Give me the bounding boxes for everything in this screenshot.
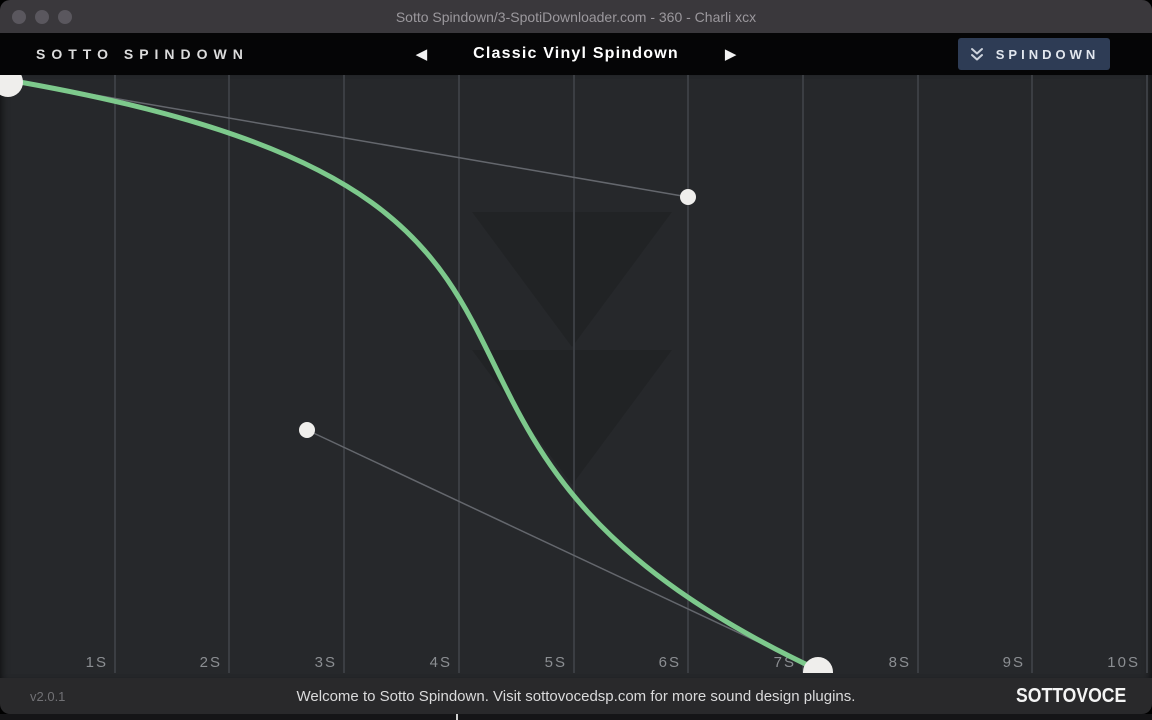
handle-line-end <box>306 429 819 671</box>
spindown-button[interactable]: SPINDOWN <box>958 38 1110 70</box>
spindown-button-label: SPINDOWN <box>995 46 1100 62</box>
x-tick-label: 3S <box>315 654 337 671</box>
handle-line-start <box>7 79 689 198</box>
version-label: v2.0.1 <box>30 688 66 704</box>
welcome-message: Welcome to Sotto Spindown. Visit sottovo… <box>296 687 856 705</box>
zoom-button[interactable] <box>58 9 72 24</box>
x-tick-label: 4S <box>430 654 452 671</box>
x-tick-label: 6S <box>659 654 681 671</box>
next-preset-button[interactable]: ▶ <box>724 45 737 63</box>
plugin-logo: SOTTO SPINDOWN <box>36 46 249 62</box>
bezier-control-point-1[interactable] <box>680 189 696 205</box>
preset-name: Classic Vinyl Spindown <box>473 45 679 62</box>
x-tick-label: 9S <box>1003 654 1025 671</box>
titlebar[interactable]: Sotto Spindown/3-SpotiDownloader.com - 3… <box>0 0 1152 33</box>
bezier-control-point-2[interactable] <box>299 422 315 438</box>
curve-editor[interactable]: 1S 2S 3S 4S 5S 6S 7S 8S 9S 10S <box>0 75 1152 678</box>
footer: v2.0.1 Welcome to Sotto Spindown. Visit … <box>0 678 1152 714</box>
x-tick-label: 8S <box>889 654 911 671</box>
x-tick-label: 2S <box>200 654 222 671</box>
spindown-curve <box>5 77 821 673</box>
window-title: Sotto Spindown/3-SpotiDownloader.com - 3… <box>395 8 757 25</box>
previous-preset-button[interactable]: ◀ <box>415 45 428 63</box>
video-scrub-strip <box>0 714 1152 720</box>
playhead-marker[interactable] <box>456 714 458 720</box>
double-chevron-down-icon <box>970 47 983 60</box>
minimize-button[interactable] <box>35 9 49 24</box>
x-tick-label: 5S <box>545 654 567 671</box>
x-tick-label: 1S <box>86 654 108 671</box>
x-tick-label: 10S <box>1107 654 1140 671</box>
curve-end-handle[interactable] <box>803 657 833 673</box>
curve-start-handle[interactable] <box>0 75 23 97</box>
curve-editor-svg[interactable]: 1S 2S 3S 4S 5S 6S 7S 8S 9S 10S <box>0 75 1152 673</box>
plugin-header: SOTTO SPINDOWN ◀ Classic Vinyl Spindown … <box>0 33 1152 75</box>
sottovoce-logo: SOTTOVOCE <box>1015 684 1126 707</box>
close-button[interactable] <box>12 9 26 24</box>
preset-navigator: ◀ Classic Vinyl Spindown ▶ <box>416 33 737 75</box>
watermark-chevron-icon <box>472 212 672 347</box>
watermark-chevron-icon <box>472 350 672 485</box>
traffic-lights <box>12 9 72 24</box>
